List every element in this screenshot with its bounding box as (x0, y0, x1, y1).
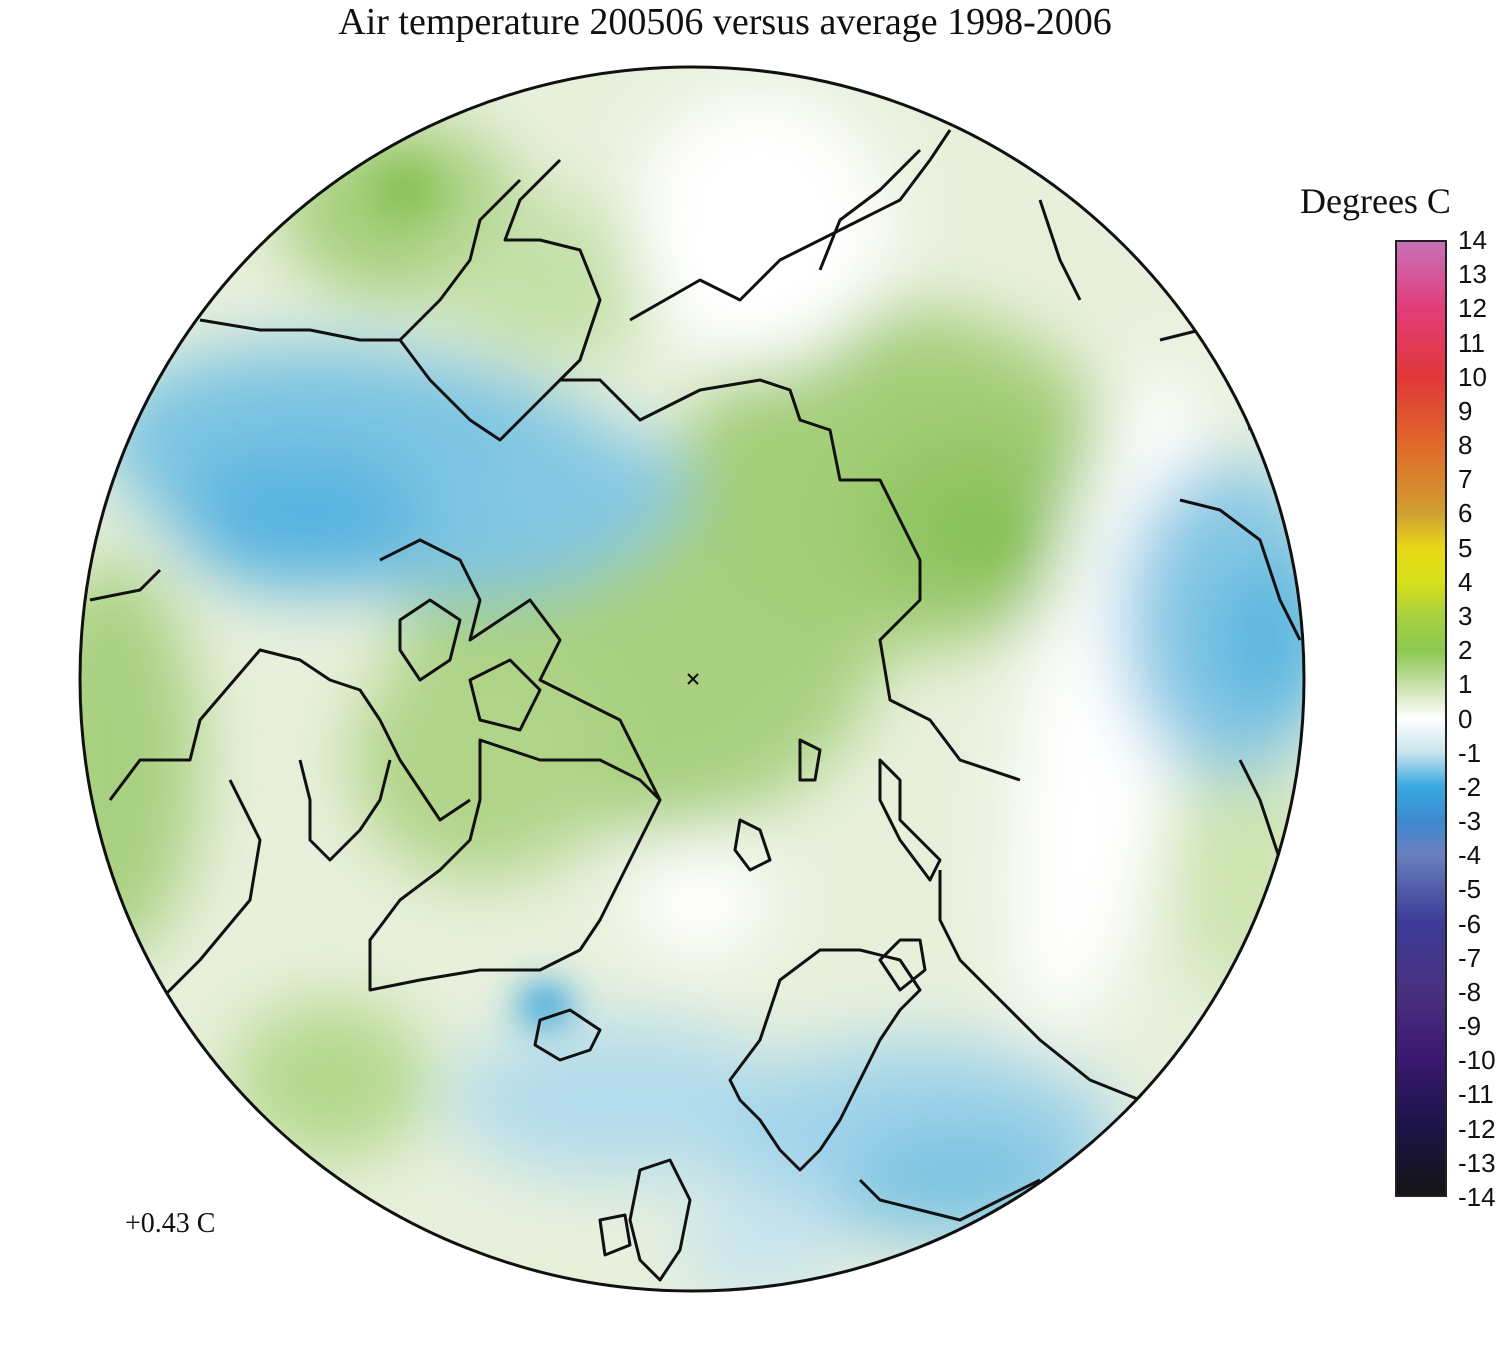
legend-tick-label: -2 (1458, 771, 1482, 802)
legend-tick-label: -9 (1458, 1011, 1482, 1042)
legend-tick-label: 0 (1458, 703, 1473, 734)
legend-tick-label: 4 (1458, 566, 1473, 597)
legend-tick-label: 11 (1458, 327, 1485, 358)
legend-tick-label: -7 (1458, 942, 1482, 973)
legend-tick-label: 2 (1458, 635, 1473, 666)
legend-tick-label: -8 (1458, 976, 1482, 1007)
legend-tick-label: -11 (1458, 1079, 1494, 1110)
legend-tick-label: -5 (1458, 874, 1482, 905)
legend-tick-label: -14 (1458, 1182, 1496, 1212)
legend-tick-label: -6 (1458, 908, 1482, 939)
color-scale-bar (1395, 240, 1447, 1197)
legend-tick-label: 9 (1458, 395, 1473, 426)
legend-title: Degrees C (1300, 181, 1451, 221)
legend-tick-label: 13 (1458, 259, 1487, 290)
coastlines (89, 129, 1302, 1282)
legend-tick-label: 8 (1458, 430, 1473, 461)
anomaly-field (80, 67, 1304, 1291)
north-pole-marker (687, 673, 699, 685)
legend-tick-label: -13 (1458, 1147, 1496, 1178)
mean-anomaly-label: +0.43 C (125, 1208, 216, 1239)
map-title: Air temperature 200506 versus average 19… (338, 1, 1112, 43)
legend-tick-label: 6 (1458, 498, 1473, 529)
legend-tick-label: 5 (1458, 532, 1473, 563)
legend-tick-label: -10 (1458, 1045, 1496, 1076)
legend-tick-label: -4 (1458, 840, 1482, 871)
legend-tick-label: -3 (1458, 806, 1482, 837)
legend-tick-label: 10 (1458, 361, 1487, 392)
legend-tick-label: 14 (1458, 225, 1487, 255)
legend-tick-label: -1 (1458, 737, 1482, 768)
legend-tick-label: 1 (1458, 669, 1473, 700)
legend-tick-label: 12 (1458, 293, 1487, 324)
legend-tick-label: 7 (1458, 464, 1473, 495)
legend-tick-label: 3 (1458, 600, 1473, 631)
legend-tick-label: -12 (1458, 1113, 1496, 1144)
map-border (78, 65, 1306, 1293)
